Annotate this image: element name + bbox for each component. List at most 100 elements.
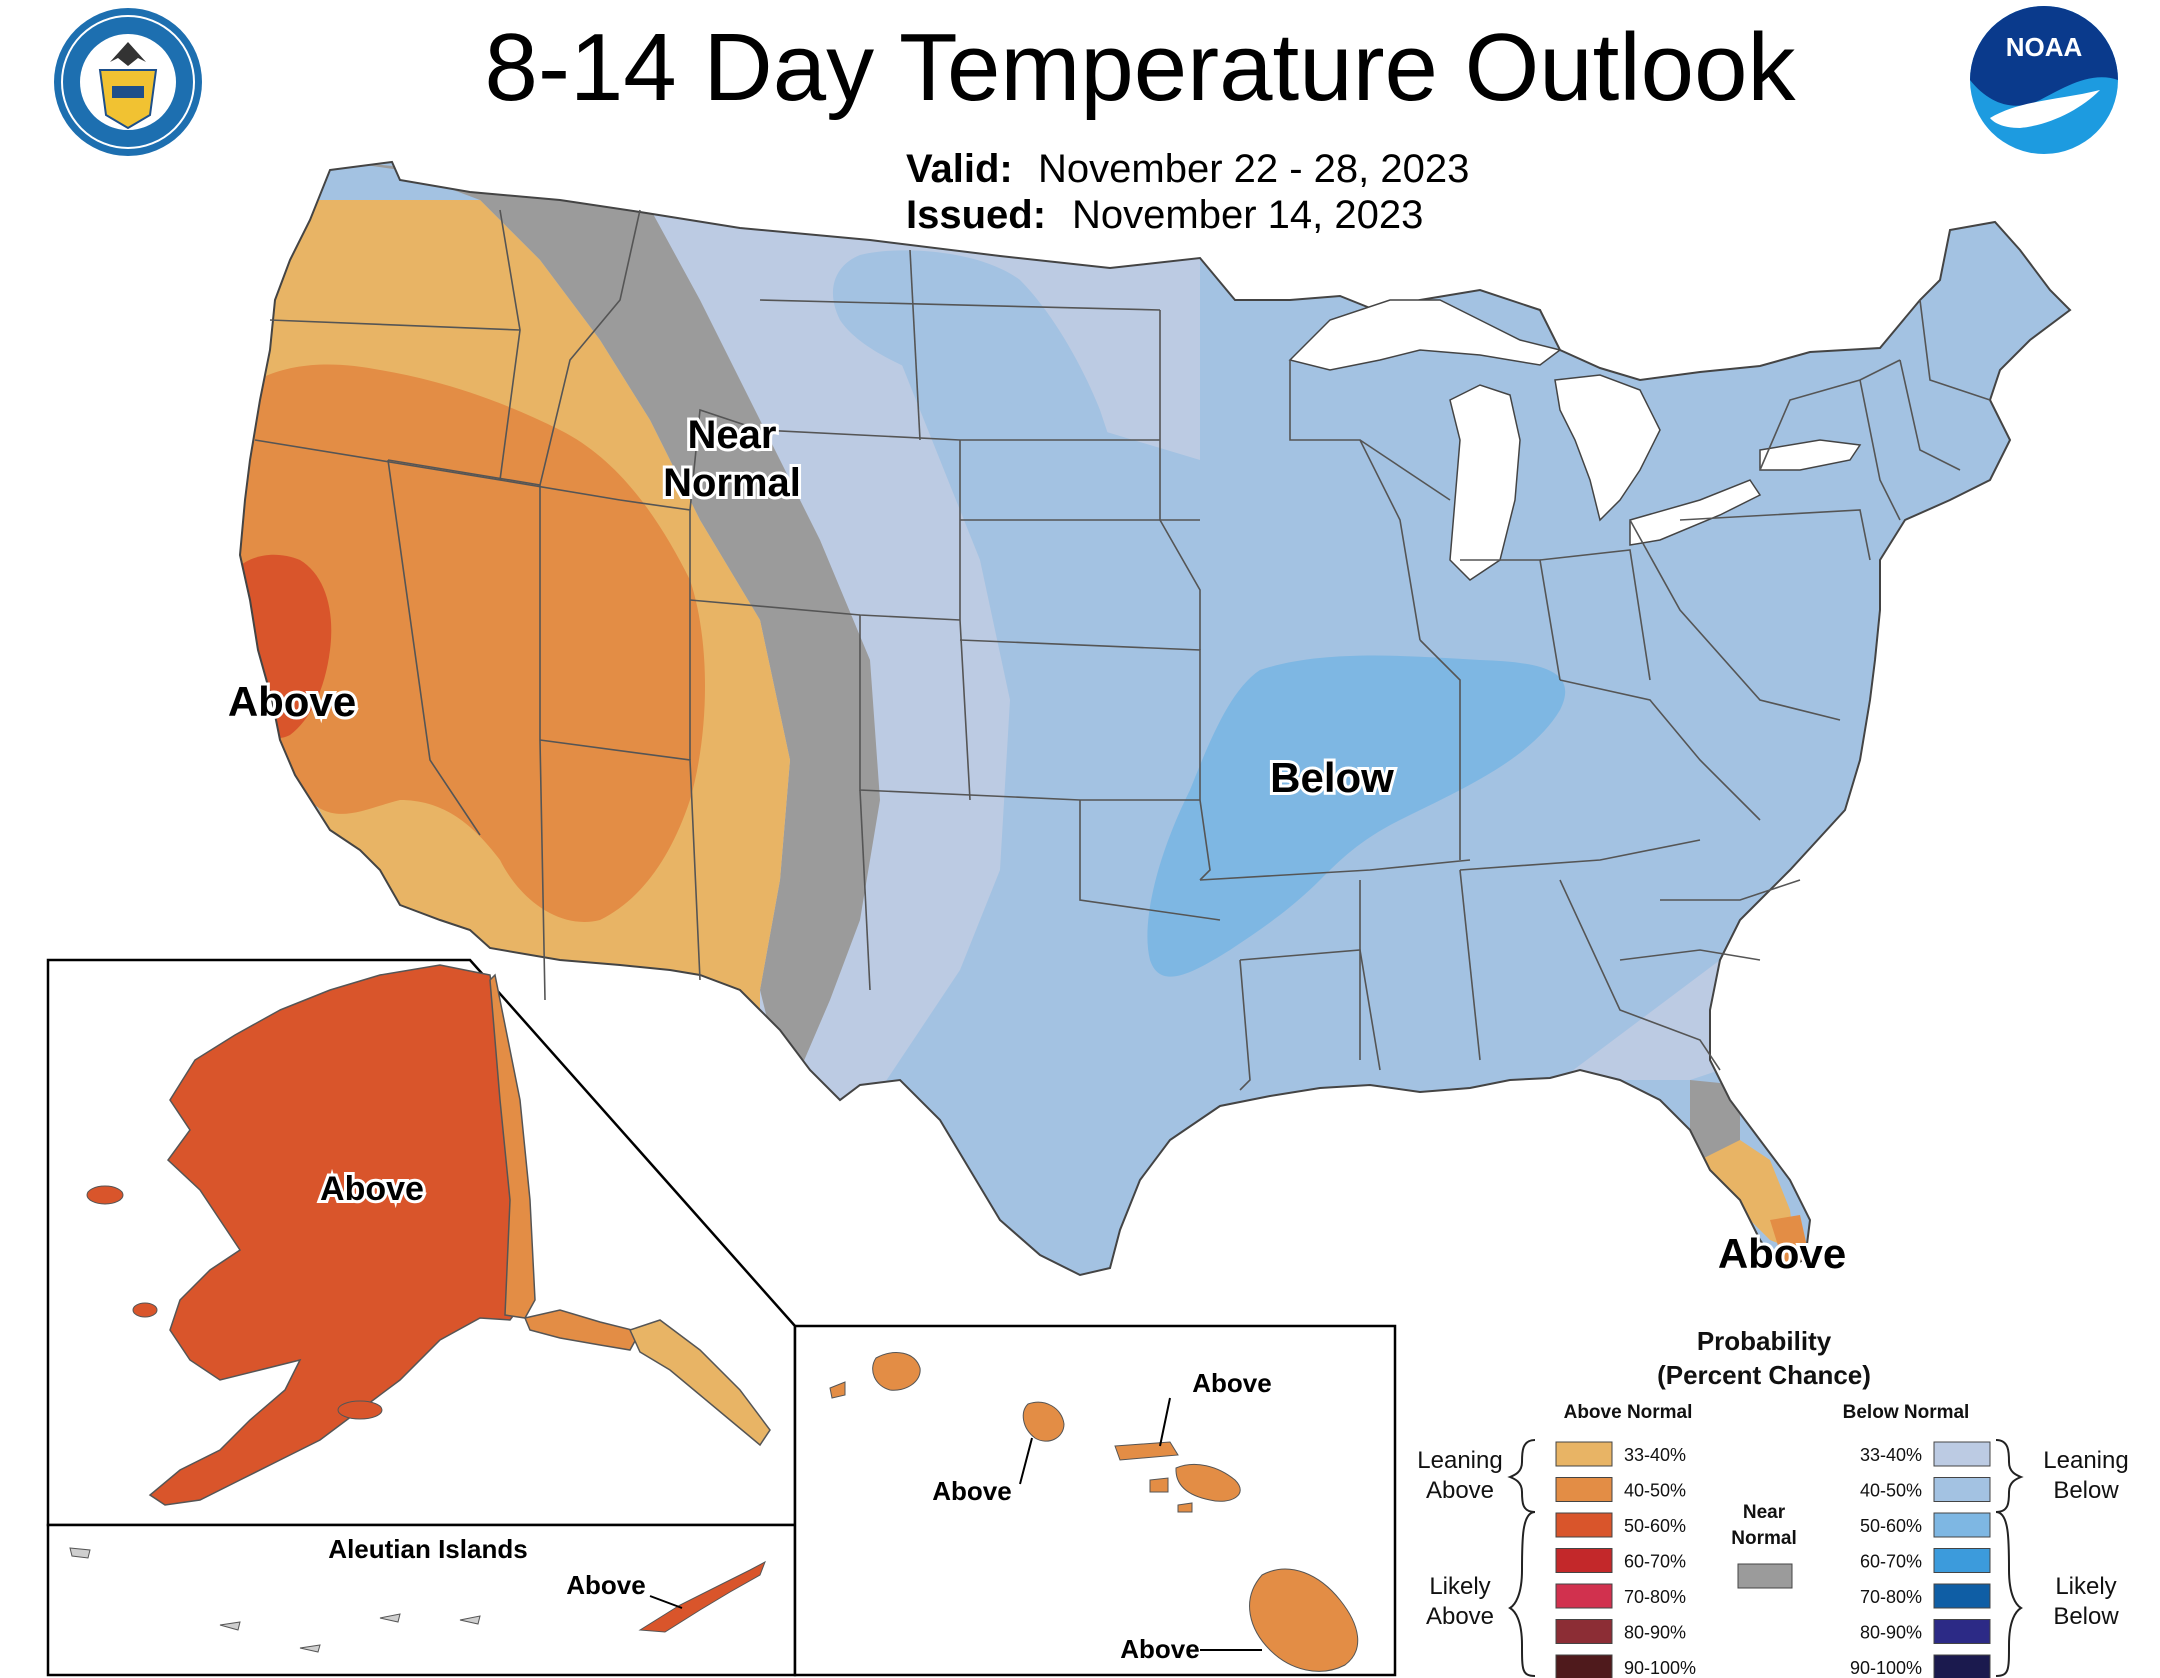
legend-below-swatch-4 <box>1933 1583 1991 1609</box>
legend-below-swatch-2 <box>1933 1512 1991 1538</box>
legend-likely-above-line2: Above <box>1426 1603 1494 1630</box>
alaska-above-40-50-strip <box>489 973 536 1319</box>
near-normal-label-line2: Normal <box>663 461 801 505</box>
aleutian-inset: Aleutian Islands Above <box>46 1523 797 1677</box>
above-hawaii-label-3: Above <box>1120 1634 1199 1664</box>
legend-leaning-below-line2: Below <box>2053 1477 2119 1504</box>
alaska-island-2 <box>132 1302 158 1318</box>
legend-brace-leaning-below <box>1995 1439 2024 1513</box>
alaska-island-1 <box>86 1185 124 1205</box>
below-central-label: Below <box>1270 754 1394 801</box>
legend-near-normal-swatch <box>1737 1563 1793 1589</box>
legend-above-label-4: 70-80% <box>1624 1587 1686 1607</box>
valid-dates: November 22 - 28, 2023 <box>1038 147 1469 191</box>
hawaii-niihau <box>829 1381 846 1399</box>
legend: Probability (Percent Chance) Above Norma… <box>1417 1326 2129 1678</box>
noaa-logo: NOAA <box>1970 6 2118 154</box>
aleutian-islands-west <box>69 1547 481 1653</box>
aleutian-islands-orange <box>638 1560 766 1633</box>
alaska-island-3 <box>337 1400 383 1420</box>
state-boundaries <box>254 209 1991 1091</box>
near-normal-label-line1: Near <box>688 413 777 457</box>
legend-above-swatch-2 <box>1555 1512 1613 1538</box>
legend-above-label-2: 50-60% <box>1624 1516 1686 1536</box>
legend-brace-likely-below <box>1995 1511 2023 1677</box>
legend-above-swatch-5 <box>1555 1619 1613 1644</box>
legend-below-label-1: 40-50% <box>1860 1481 1922 1501</box>
legend-below-swatch-3 <box>1933 1548 1991 1573</box>
legend-above-swatches: 33-40% 40-50% 50-60% 60-70% 70-80% 80-90% 90-1… <box>1555 1441 1696 1678</box>
hawaii-leader-1 <box>1159 1397 1171 1447</box>
hawaii-big-island <box>1249 1568 1359 1672</box>
florida-above-40-50 <box>1770 1215 1810 1268</box>
below-40-50-nd-lobe <box>832 250 1110 440</box>
hawaii-leader-2 <box>1019 1437 1033 1485</box>
legend-above-label-5: 80-90% <box>1624 1623 1686 1643</box>
above-florida-label: Above <box>1718 1230 1846 1277</box>
legend-near-normal-line1: Near <box>1743 1502 1786 1523</box>
above-aleutians-label: Above <box>566 1570 645 1600</box>
legend-above-swatch-0 <box>1555 1441 1613 1467</box>
alaska-inset: Above <box>46 958 797 1527</box>
hawaii-oahu <box>1022 1401 1065 1442</box>
aleutian-title: Aleutian Islands <box>328 1534 527 1564</box>
hawaii-kauai <box>872 1352 921 1391</box>
legend-below-label-0: 33-40% <box>1860 1445 1922 1465</box>
legend-below-swatch-6 <box>1933 1654 1991 1678</box>
hawaii-inset: Above Above Above <box>793 1324 1397 1677</box>
legend-below-swatch-5 <box>1933 1619 1991 1644</box>
legend-near-normal-line2: Normal <box>1731 1528 1796 1549</box>
legend-leaning-above-line2: Above <box>1426 1477 1494 1504</box>
legend-likely-below-line2: Below <box>2053 1603 2119 1630</box>
above-hawaii-label-1: Above <box>1192 1368 1271 1398</box>
legend-below-label-6: 90-100% <box>1850 1658 1922 1678</box>
valid-label: Valid: <box>906 147 1013 191</box>
commerce-seal-logo <box>54 8 202 156</box>
hawaii-maui <box>1175 1463 1241 1502</box>
legend-below-label-3: 60-70% <box>1860 1552 1922 1572</box>
lake-erie <box>1629 479 1762 546</box>
above-hawaii-label-2: Above <box>932 1476 1011 1506</box>
legend-likely-below-line1: Likely <box>2055 1573 2116 1600</box>
legend-leaning-above-line1: Leaning <box>1417 1447 1502 1474</box>
legend-above-swatch-1 <box>1555 1477 1613 1502</box>
alaska-panhandle-40-50 <box>523 1309 642 1351</box>
legend-below-label-4: 70-80% <box>1860 1587 1922 1607</box>
legend-above-label-0: 33-40% <box>1624 1445 1686 1465</box>
legend-title-line1: Probability <box>1697 1326 1832 1356</box>
aleutian-leader-line <box>649 1595 683 1609</box>
legend-below-label-2: 50-60% <box>1860 1516 1922 1536</box>
hawaii-kahoolawe <box>1177 1502 1193 1513</box>
legend-above-label-6: 90-100% <box>1624 1658 1696 1678</box>
legend-below-label-5: 80-90% <box>1860 1623 1922 1643</box>
alaska-panhandle-33-40 <box>628 1319 771 1447</box>
legend-below-swatch-0 <box>1933 1441 1991 1467</box>
legend-below-swatches: 33-40% 40-50% 50-60% 60-70% 70-80% 80-90% 90-1… <box>1850 1441 1991 1678</box>
noaa-logo-text: NOAA <box>2006 32 2083 62</box>
issued-date: November 14, 2023 <box>1072 193 1423 237</box>
legend-above-swatch-6 <box>1555 1654 1613 1678</box>
page-title: 8-14 Day Temperature Outlook <box>485 14 1797 121</box>
hawaii-lanai <box>1149 1477 1169 1493</box>
near-normal-band <box>330 162 880 1070</box>
legend-below-swatch-1 <box>1933 1477 1991 1502</box>
above-alaska-label: Above <box>320 1170 424 1208</box>
great-lakes <box>1288 299 1862 581</box>
legend-title-line2: (Percent Chance) <box>1657 1360 1871 1390</box>
legend-likely-above-line1: Likely <box>1429 1573 1490 1600</box>
above-west-label: Above <box>228 678 356 725</box>
lake-huron <box>1554 374 1661 522</box>
below-33-40-north <box>1000 240 1200 430</box>
legend-above-label-3: 60-70% <box>1624 1552 1686 1572</box>
aleutian-inset-frame <box>46 1523 797 1677</box>
legend-brace-likely-above <box>1508 1511 1536 1677</box>
hawaii-molokai <box>1114 1441 1179 1461</box>
florida-near-normal <box>1690 1080 1740 1160</box>
issued-label: Issued: <box>906 193 1046 237</box>
legend-leaning-below-line1: Leaning <box>2043 1447 2128 1474</box>
above-40-50-region <box>240 364 705 922</box>
legend-above-swatch-4 <box>1555 1583 1613 1609</box>
lake-superior <box>1288 299 1562 371</box>
legend-above-swatch-3 <box>1555 1548 1613 1573</box>
conus-map <box>239 161 2071 1276</box>
